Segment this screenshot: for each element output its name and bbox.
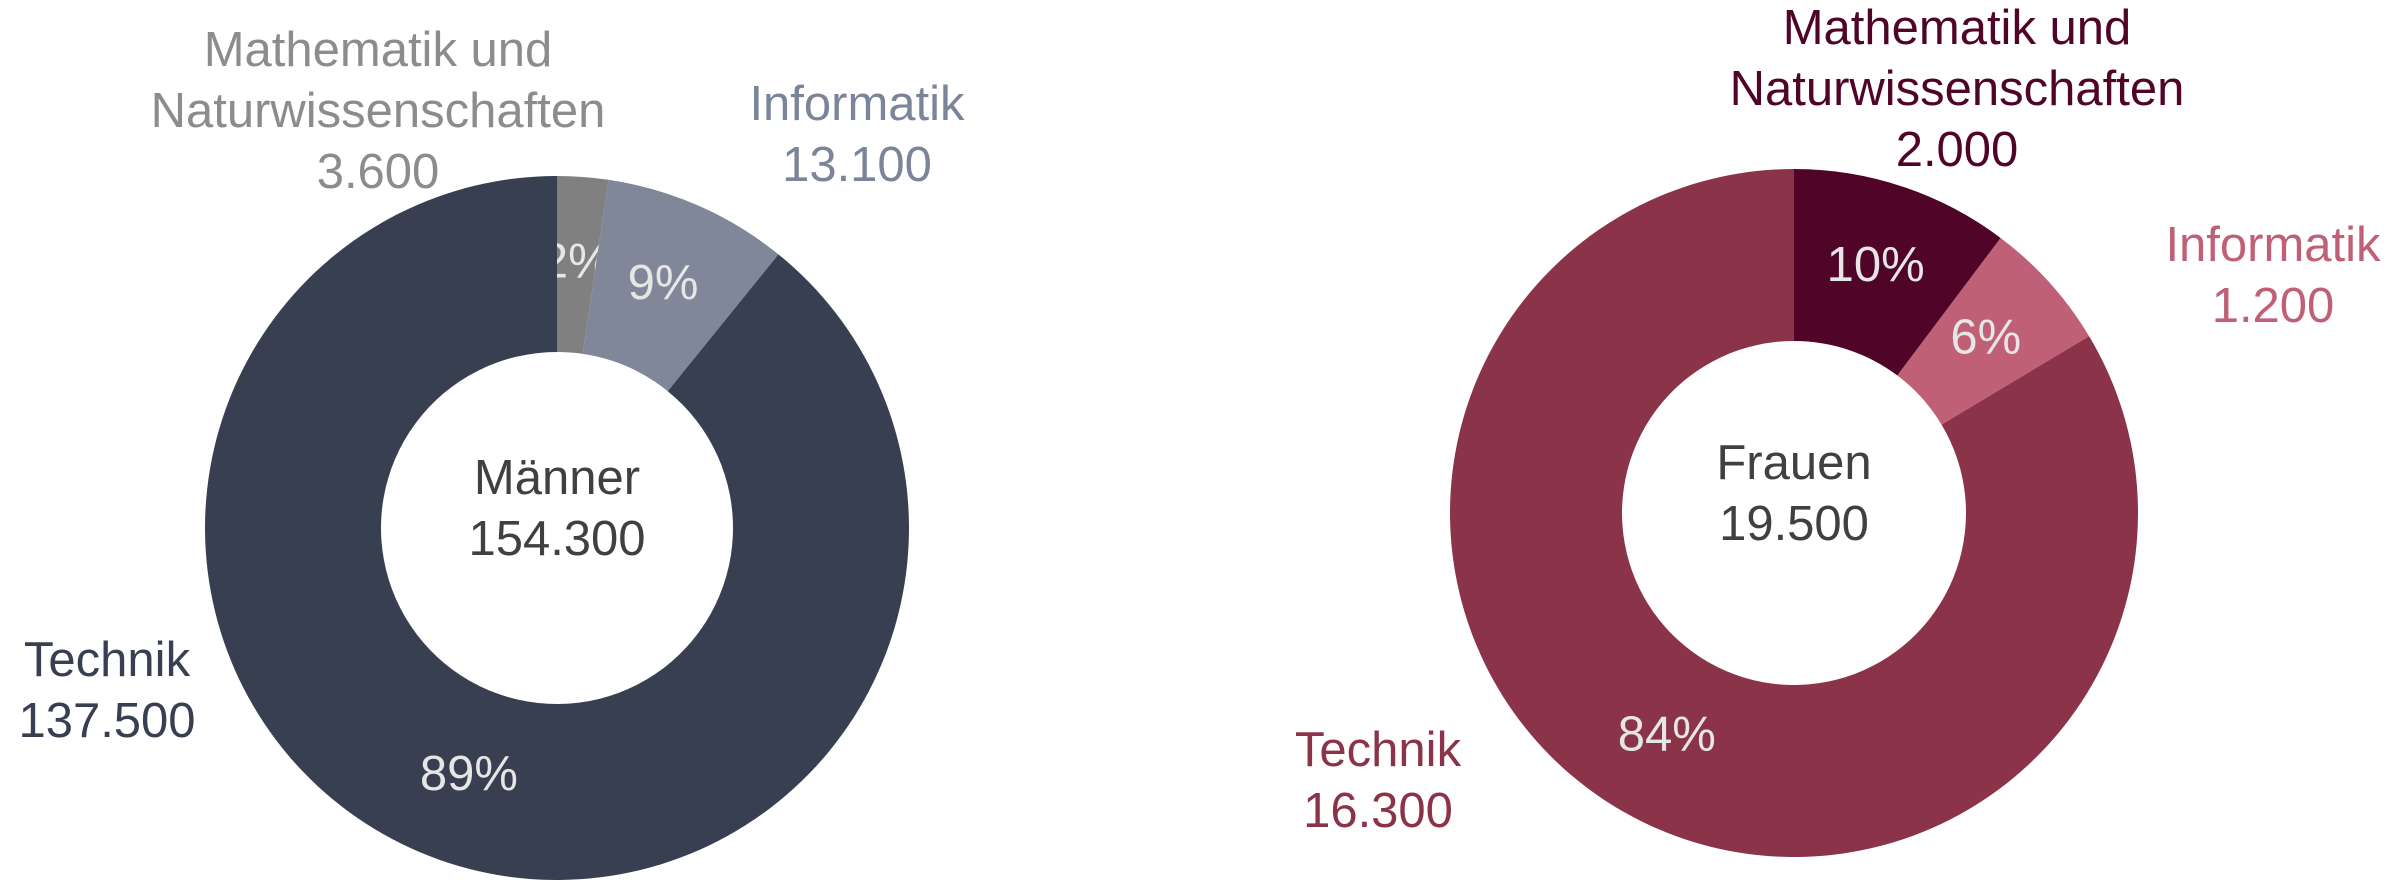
donut-slice	[1897, 237, 2090, 425]
percent-label: 9%	[628, 256, 699, 310]
category-name: Mathematik und Naturwissenschaften	[1729, 1, 2185, 116]
center-label: Männer 154.300	[357, 448, 757, 570]
donut-slice	[557, 176, 609, 354]
percent-label: 84%	[1618, 707, 1716, 761]
donut-slice	[1450, 169, 2138, 858]
slice-label: Informatik 1.200	[1993, 215, 2401, 337]
donut-slice	[1794, 169, 2001, 376]
category-value: 16.300	[1303, 784, 1453, 838]
category-value: 3.600	[316, 145, 440, 199]
center-title: Männer	[473, 451, 641, 505]
category-value: 137.500	[18, 694, 196, 748]
slice-label: Technik 137.500	[0, 630, 387, 752]
category-value: 1.200	[2211, 279, 2335, 333]
center-total: 154.300	[468, 512, 646, 566]
category-name: Informatik	[2165, 218, 2381, 272]
center-title: Frauen	[1716, 436, 1872, 490]
percent-label: 89%	[420, 747, 518, 801]
category-name: Mathematik und Naturwissenschaften	[150, 23, 606, 138]
category-value: 13.100	[782, 138, 932, 192]
donut-slice	[204, 176, 910, 880]
slice-label: Mathematik und Naturwissenschaften 2.000	[1677, 0, 2237, 181]
percent-label: 6%	[1950, 310, 2021, 364]
slice-label: Informatik 13.100	[577, 74, 1137, 196]
category-value: 2.000	[1895, 123, 2019, 177]
percent-label: 10%	[1827, 238, 1925, 292]
center-label: Frauen 19.500	[1594, 433, 1994, 555]
slice-label: Mathematik und Naturwissenschaften 3.600	[98, 20, 658, 203]
center-total: 19.500	[1719, 497, 1869, 551]
category-name: Technik	[1294, 723, 1462, 777]
slice-label: Technik 16.300	[1098, 720, 1658, 842]
donut-slice	[582, 179, 779, 392]
category-name: Informatik	[749, 77, 965, 131]
category-name: Technik	[23, 633, 191, 687]
